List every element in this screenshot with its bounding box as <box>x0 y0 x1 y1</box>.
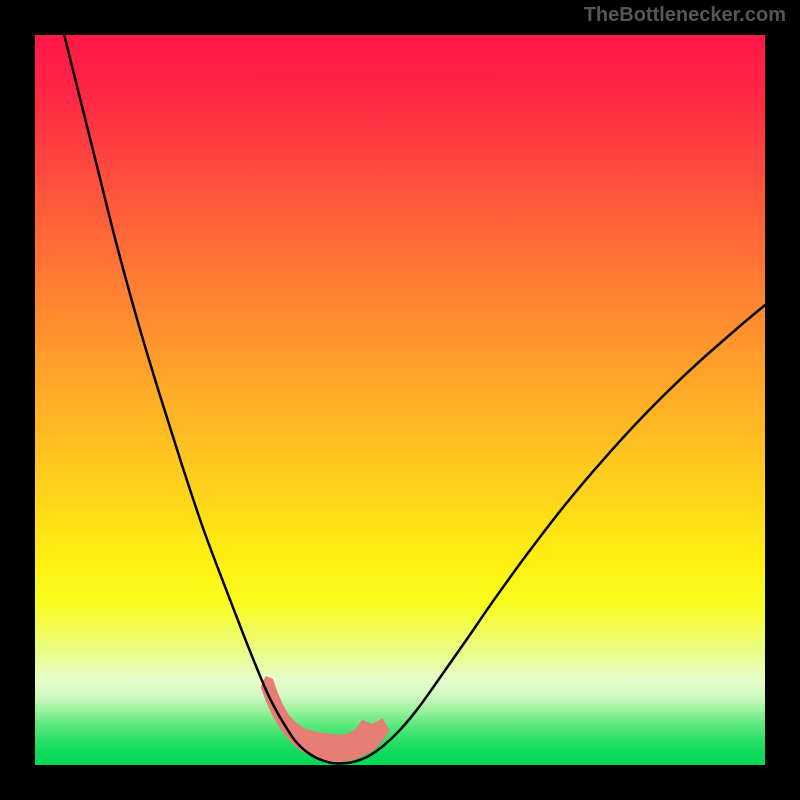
watermark-text: TheBottlenecker.com <box>584 4 786 27</box>
right-curve <box>338 305 765 763</box>
curves-layer <box>35 35 765 765</box>
left-curve <box>64 35 338 764</box>
plot-area <box>35 35 765 765</box>
